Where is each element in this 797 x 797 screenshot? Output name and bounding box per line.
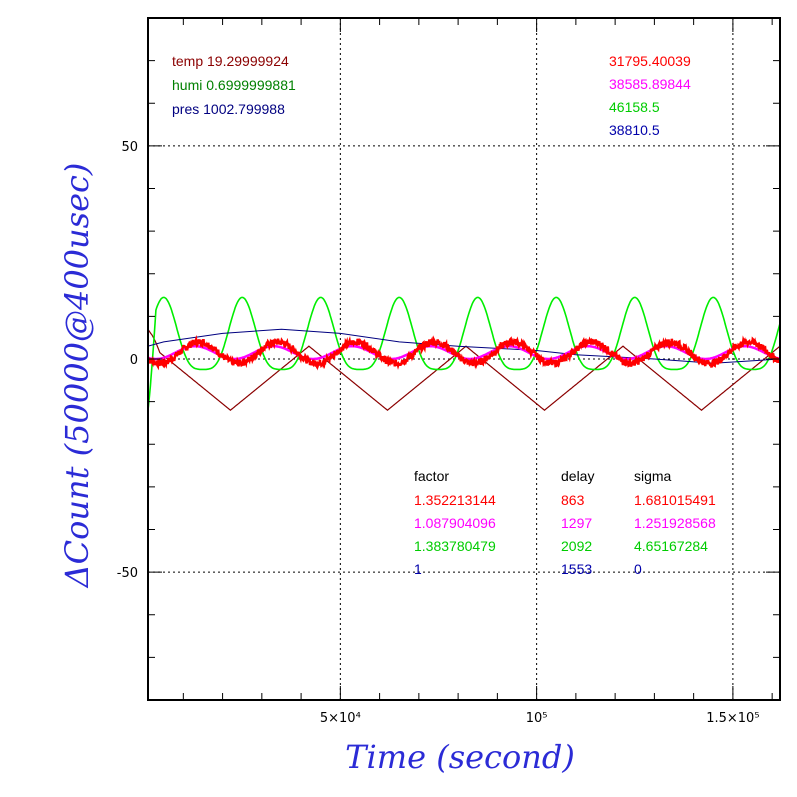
y-tick-label: 50 — [121, 140, 138, 155]
table-header-delay: delay — [561, 468, 594, 484]
table-cell-sigma: 0 — [634, 561, 642, 577]
env-pres: pres 1002.799988 — [172, 101, 285, 117]
x-axis-title: Time (second) — [345, 738, 575, 776]
table-cell-sigma: 1.251928568 — [634, 515, 716, 531]
series-green-line — [148, 296, 780, 411]
table-cell-sigma: 4.65167284 — [634, 538, 708, 554]
factor-table: factor delay sigma 1.352213144 863 1.68101549… — [414, 468, 716, 577]
table-cell-factor: 1.087904096 — [414, 515, 496, 531]
table-cell-sigma: 1.681015491 — [634, 492, 716, 508]
y-tick-label: -50 — [117, 566, 138, 581]
table-header-sigma: sigma — [634, 468, 672, 484]
plot-series — [148, 296, 780, 411]
mean-annotations: 31795.40039 38585.89844 46158.5 38810.5 — [609, 53, 691, 138]
table-cell-factor: 1 — [414, 561, 422, 577]
env-humi: humi 0.6999999881 — [172, 77, 296, 93]
table-cell-delay: 2092 — [561, 538, 592, 554]
mean-value: 31795.40039 — [609, 53, 691, 69]
y-tick-label: 0 — [130, 353, 138, 368]
table-cell-delay: 863 — [561, 492, 585, 508]
env-temp: temp 19.29999924 — [172, 53, 289, 69]
x-tick-label: 5×10⁴ — [320, 711, 361, 726]
x-tick-label: 10⁵ — [526, 711, 548, 726]
mean-value: 38810.5 — [609, 122, 660, 138]
table-cell-delay: 1297 — [561, 515, 592, 531]
environment-annotations: temp 19.29999924 humi 0.6999999881 pres 10… — [172, 53, 296, 117]
axis-tick-labels: 5×10⁴ 10⁵ 1.5×10⁵ 50 0 -50 — [117, 140, 760, 726]
table-cell-factor: 1.352213144 — [414, 492, 496, 508]
mean-value: 38585.89844 — [609, 76, 691, 92]
table-header-factor: factor — [414, 468, 449, 484]
table-cell-delay: 1553 — [561, 561, 592, 577]
mean-value: 46158.5 — [609, 99, 660, 115]
table-cell-factor: 1.383780479 — [414, 538, 496, 554]
series-temp-line — [148, 328, 780, 411]
x-tick-label: 1.5×10⁵ — [706, 711, 759, 726]
axis-ticks — [148, 18, 780, 700]
series-red-line — [148, 334, 780, 371]
y-axis-title: ΔCount (50000@400usec) — [58, 163, 96, 590]
